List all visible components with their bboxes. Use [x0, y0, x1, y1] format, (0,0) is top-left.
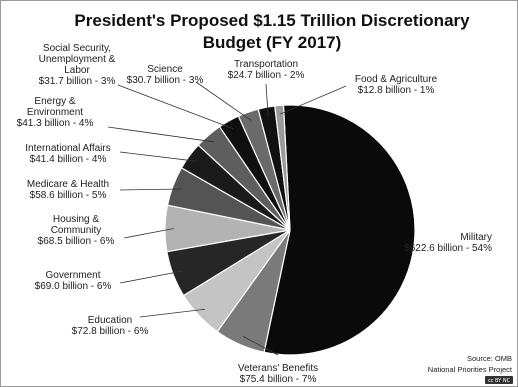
chart-title: President's Proposed $1.15 Trillion Disc…	[74, 11, 470, 52]
leader-line-social-security-unemployment-labor	[117, 84, 234, 130]
slice-label-social-security-unemployment-labor: Social Security, Unemployment & Labor $31.7…	[39, 43, 116, 87]
leader-line-international-affairs	[119, 151, 197, 162]
slice-label-medicare-health: Medicare & Health $58.6 billion - 5%	[27, 179, 109, 201]
leader-line-medicare-health	[119, 188, 182, 191]
chart-title-line-1: President's Proposed $1.15 Trillion Disc…	[74, 11, 470, 30]
slice-label-line: $24.7 billion - 2%	[228, 70, 305, 81]
pie-slice-military	[263, 104, 416, 356]
slice-label-line: $69.0 billion - 6%	[35, 281, 112, 292]
slice-label-line: Military	[460, 232, 492, 243]
slice-label-line: Environment	[27, 107, 83, 118]
slice-label-line: $41.4 billion - 4%	[30, 154, 107, 165]
leader-line-veterans-benefits	[242, 336, 279, 356]
slice-label-international-affairs: International Affairs $41.4 billion - 4%	[25, 143, 110, 165]
leader-line-housing-community	[123, 228, 174, 239]
slice-label-transportation: Transportation $24.7 billion - 2%	[228, 59, 305, 81]
pie-slice-food-agriculture	[274, 104, 291, 231]
slice-label-line: $12.8 billion - 1%	[358, 85, 435, 96]
source-line-1: Source: OMB	[467, 354, 512, 363]
slice-label-science: Science $30.7 billion - 3%	[127, 64, 204, 86]
slice-label-line: Food & Agriculture	[355, 74, 438, 85]
slice-label-line: $75.4 billion - 7%	[240, 374, 317, 385]
leader-line-government	[119, 270, 182, 284]
slice-label-military: Military $622.6 billion - 54%	[404, 232, 492, 254]
chart-title-line-2: Budget (FY 2017)	[203, 33, 342, 52]
slice-label-energy-environment: Energy & Environment $41.3 billion - 4%	[17, 96, 94, 129]
slice-label-line: Unemployment &	[39, 54, 116, 65]
slice-label-food-agriculture: Food & Agriculture $12.8 billion - 1%	[355, 74, 438, 96]
slice-label-line: $58.6 billion - 5%	[30, 190, 107, 201]
leader-line-transportation	[265, 83, 269, 116]
slice-label-line: Science	[147, 64, 183, 75]
slice-label-government: Government $69.0 billion - 6%	[35, 270, 112, 292]
source-note: Source: OMB National Priorities Project	[428, 354, 513, 374]
leader-line-education	[139, 308, 206, 318]
slice-label-line: $41.3 billion - 4%	[17, 118, 94, 129]
slice-label-line: Community	[51, 225, 102, 236]
license-badge-text: cc BY NC	[488, 378, 511, 384]
slice-label-line: $31.7 billion - 3%	[39, 76, 116, 87]
source-line-2: National Priorities Project	[428, 365, 513, 374]
leader-line-energy-environment	[107, 126, 215, 143]
slice-label-line: Housing &	[53, 214, 99, 225]
slice-label-education: Education $72.8 billion - 6%	[72, 315, 149, 337]
slice-label-line: Government	[45, 270, 100, 281]
slice-label-line: $72.8 billion - 6%	[72, 326, 149, 337]
slice-label-line: Labor	[64, 65, 90, 76]
slice-label-line: Transportation	[234, 59, 298, 70]
slice-label-line: Medicare & Health	[27, 179, 109, 190]
slice-label-line: International Affairs	[25, 143, 110, 154]
license-badge: cc BY NC	[485, 376, 513, 384]
slice-label-line: $68.5 billion - 6%	[38, 236, 115, 247]
leader-line-science	[195, 81, 252, 121]
slice-label-housing-community: Housing & Community $68.5 billion - 6%	[38, 214, 115, 247]
leader-lines	[107, 81, 347, 356]
slice-label-line: Social Security,	[43, 43, 111, 54]
slice-labels: Military $622.6 billion - 54% Veterans' Be…	[17, 43, 492, 385]
slice-label-line: Education	[88, 315, 132, 326]
slice-label-line: $30.7 billion - 3%	[127, 75, 204, 86]
leader-line-food-agriculture	[279, 85, 347, 115]
pie-slices	[164, 104, 416, 356]
slice-label-line: $622.6 billion - 54%	[404, 243, 492, 254]
slice-label-line: Veterans' Benefits	[238, 363, 318, 374]
slice-label-veterans-benefits: Veterans' Benefits $75.4 billion - 7%	[238, 363, 318, 385]
slice-label-line: Energy &	[34, 96, 75, 107]
